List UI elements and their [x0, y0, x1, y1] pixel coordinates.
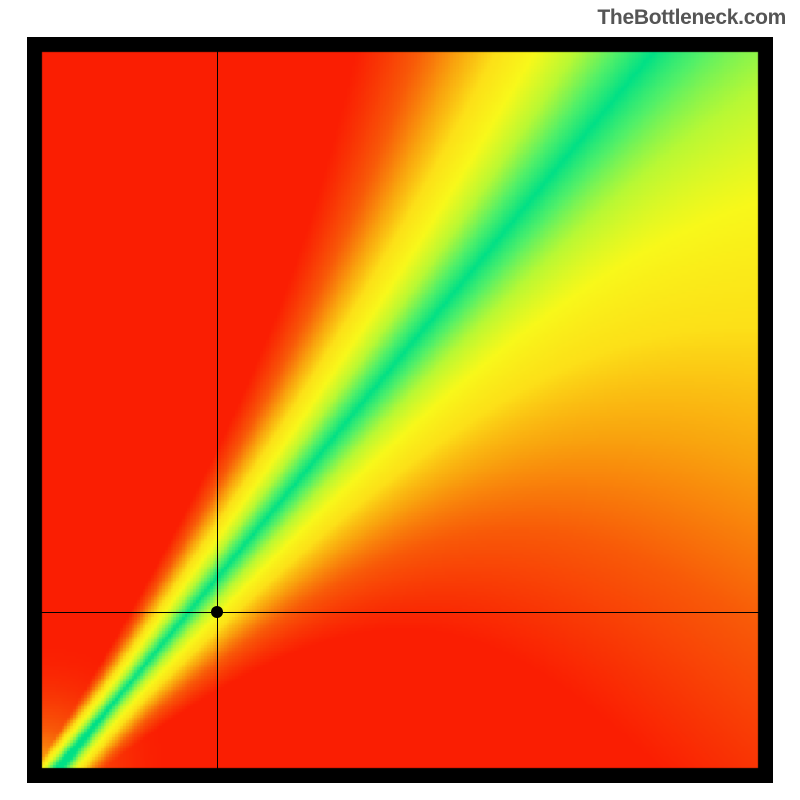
heatmap-canvas: [27, 37, 773, 783]
crosshair-vertical: [217, 37, 218, 783]
attribution-text: TheBottleneck.com: [597, 6, 786, 30]
heatmap-frame: [27, 37, 773, 783]
crosshair-marker: [211, 606, 223, 618]
crosshair-horizontal: [27, 612, 773, 613]
